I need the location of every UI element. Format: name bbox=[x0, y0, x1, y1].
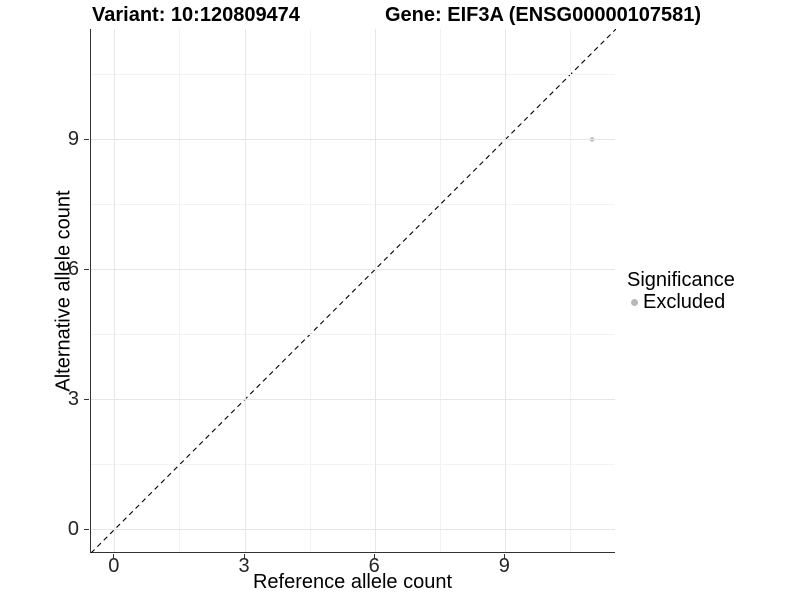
plot-title-gene: Gene: EIF3A (ENSG00000107581) bbox=[385, 4, 702, 26]
y-tick-mark bbox=[84, 268, 89, 270]
legend-item-excluded: Excluded bbox=[627, 291, 735, 313]
y-tick-label: 3 bbox=[67, 388, 79, 411]
y-tick-mark bbox=[84, 398, 89, 400]
x-tick-label: 3 bbox=[238, 555, 250, 577]
legend-item-label: Excluded bbox=[643, 291, 726, 313]
identity-line bbox=[91, 29, 616, 553]
x-tick-label: 6 bbox=[368, 555, 380, 577]
plot-panel bbox=[90, 29, 616, 553]
y-tick-label: 6 bbox=[67, 258, 79, 281]
legend-title: Significance bbox=[627, 269, 735, 291]
x-tick-label: 9 bbox=[498, 555, 510, 577]
x-tick-mark bbox=[113, 554, 115, 559]
legend: Significance Excluded bbox=[627, 269, 735, 313]
x-tick-mark bbox=[373, 554, 375, 559]
y-tick-label: 0 bbox=[67, 518, 79, 541]
y-tick-label: 9 bbox=[67, 128, 79, 151]
x-tick-label: 0 bbox=[108, 555, 120, 577]
y-tick-mark bbox=[84, 528, 89, 530]
x-axis-title: Reference allele count bbox=[252, 571, 452, 593]
plot-title-variant: Variant: 10:120809474 bbox=[92, 4, 300, 26]
data-point bbox=[589, 137, 595, 142]
legend-point-icon bbox=[631, 298, 638, 306]
x-tick-mark bbox=[243, 554, 245, 559]
y-tick-mark bbox=[84, 138, 89, 140]
plot-canvas bbox=[91, 29, 616, 553]
y-axis-title: Alternative allele count bbox=[52, 190, 75, 392]
x-tick-mark bbox=[503, 554, 505, 559]
